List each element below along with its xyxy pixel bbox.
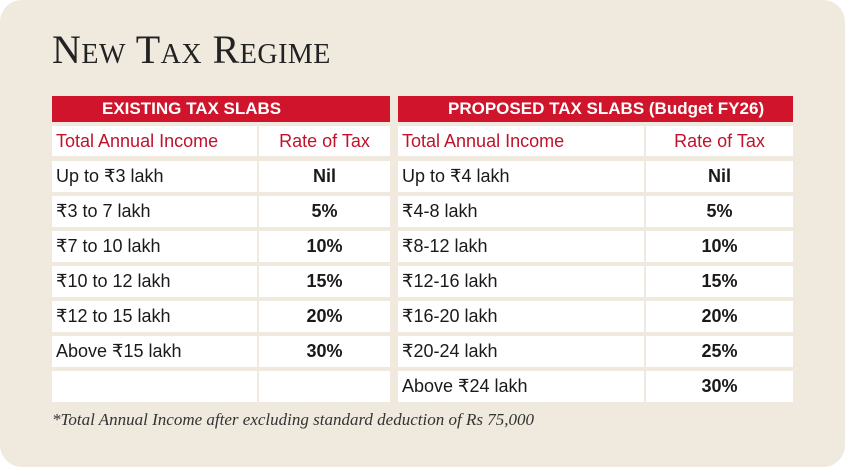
- column-header: Total Annual Income: [52, 126, 257, 156]
- income-cell: Above ₹15 lakh: [52, 336, 257, 367]
- rate-cell: 10%: [646, 231, 793, 262]
- rate-cell: 20%: [646, 301, 793, 332]
- rate-cell: [259, 371, 390, 402]
- income-cell: ₹10 to 12 lakh: [52, 266, 257, 297]
- rate-cell: 30%: [259, 336, 390, 367]
- rate-cell: 10%: [259, 231, 390, 262]
- column-header: Rate of Tax: [259, 126, 390, 156]
- income-cell: Above ₹24 lakh: [398, 371, 644, 402]
- rate-cell: 5%: [259, 196, 390, 227]
- income-cell: ₹7 to 10 lakh: [52, 231, 257, 262]
- income-cell: ₹16-20 lakh: [398, 301, 644, 332]
- rate-cell: Nil: [259, 161, 390, 192]
- rate-cell: 15%: [259, 266, 390, 297]
- income-cell: Up to ₹3 lakh: [52, 161, 257, 192]
- table-header: EXISTING TAX SLABS: [52, 96, 390, 122]
- income-cell: ₹20-24 lakh: [398, 336, 644, 367]
- income-cell: ₹8-12 lakh: [398, 231, 644, 262]
- income-cell: ₹4-8 lakh: [398, 196, 644, 227]
- footnote: *Total Annual Income after excluding sta…: [52, 410, 534, 429]
- rate-cell: 30%: [646, 371, 793, 402]
- rate-cell: Nil: [646, 161, 793, 192]
- income-cell: ₹3 to 7 lakh: [52, 196, 257, 227]
- table-header: PROPOSED TAX SLABS (Budget FY26): [398, 96, 793, 122]
- rate-cell: 5%: [646, 196, 793, 227]
- income-cell: Up to ₹4 lakh: [398, 161, 644, 192]
- income-cell: [52, 371, 257, 402]
- income-cell: ₹12 to 15 lakh: [52, 301, 257, 332]
- column-header: Total Annual Income: [398, 126, 644, 156]
- rate-cell: 20%: [259, 301, 390, 332]
- rate-cell: 25%: [646, 336, 793, 367]
- rate-cell: 15%: [646, 266, 793, 297]
- title: New Tax Regime: [52, 27, 331, 72]
- column-header: Rate of Tax: [646, 126, 793, 156]
- income-cell: ₹12-16 lakh: [398, 266, 644, 297]
